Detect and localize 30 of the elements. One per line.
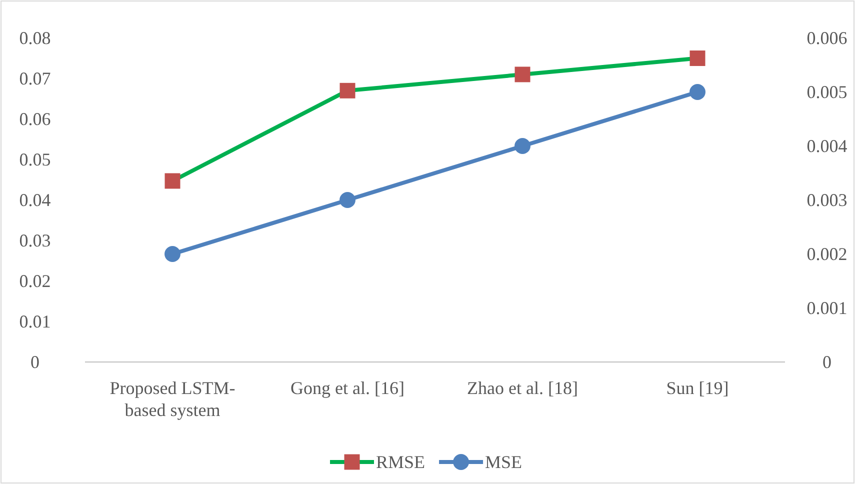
point: [514, 66, 530, 82]
x-tick-label: Sun [19]: [666, 378, 729, 398]
x-tick-label: Zhao et al. [18]: [467, 378, 578, 398]
y-tick-label: 0.02: [19, 270, 51, 291]
point: [164, 173, 180, 189]
point: [690, 84, 706, 100]
point: [164, 246, 180, 262]
y2-tick-label: 0: [822, 352, 832, 372]
y-tick-label: 0: [30, 352, 40, 372]
point: [340, 192, 356, 208]
y-tick-label: 0.01: [19, 311, 51, 332]
y2-tick-label: 0.002: [806, 244, 848, 264]
x-tick-label: Gong et al. [16]: [290, 378, 404, 398]
point: [690, 50, 706, 66]
y2-tick-label: 0.006: [806, 28, 848, 48]
y-tick-label: 0.08: [19, 28, 51, 48]
legend-label: MSE: [485, 452, 522, 472]
y2-tick-label: 0.004: [806, 136, 848, 156]
y-tick-label: 0.06: [19, 108, 51, 129]
y-tick-label: 0.03: [19, 230, 51, 250]
point: [340, 82, 356, 98]
y-tick-label: 0.05: [19, 149, 51, 170]
y2-tick-label: 0.001: [806, 298, 848, 318]
y-tick-label: 0.07: [19, 68, 51, 88]
y2-tick-label: 0.005: [806, 82, 848, 102]
legend-label: RMSE: [376, 452, 426, 472]
y2-tick-label: 0.003: [806, 190, 848, 210]
point: [514, 138, 530, 154]
y-tick-label: 0.04: [19, 190, 51, 210]
x-tick-label: Proposed LSTM-based system: [110, 378, 236, 420]
